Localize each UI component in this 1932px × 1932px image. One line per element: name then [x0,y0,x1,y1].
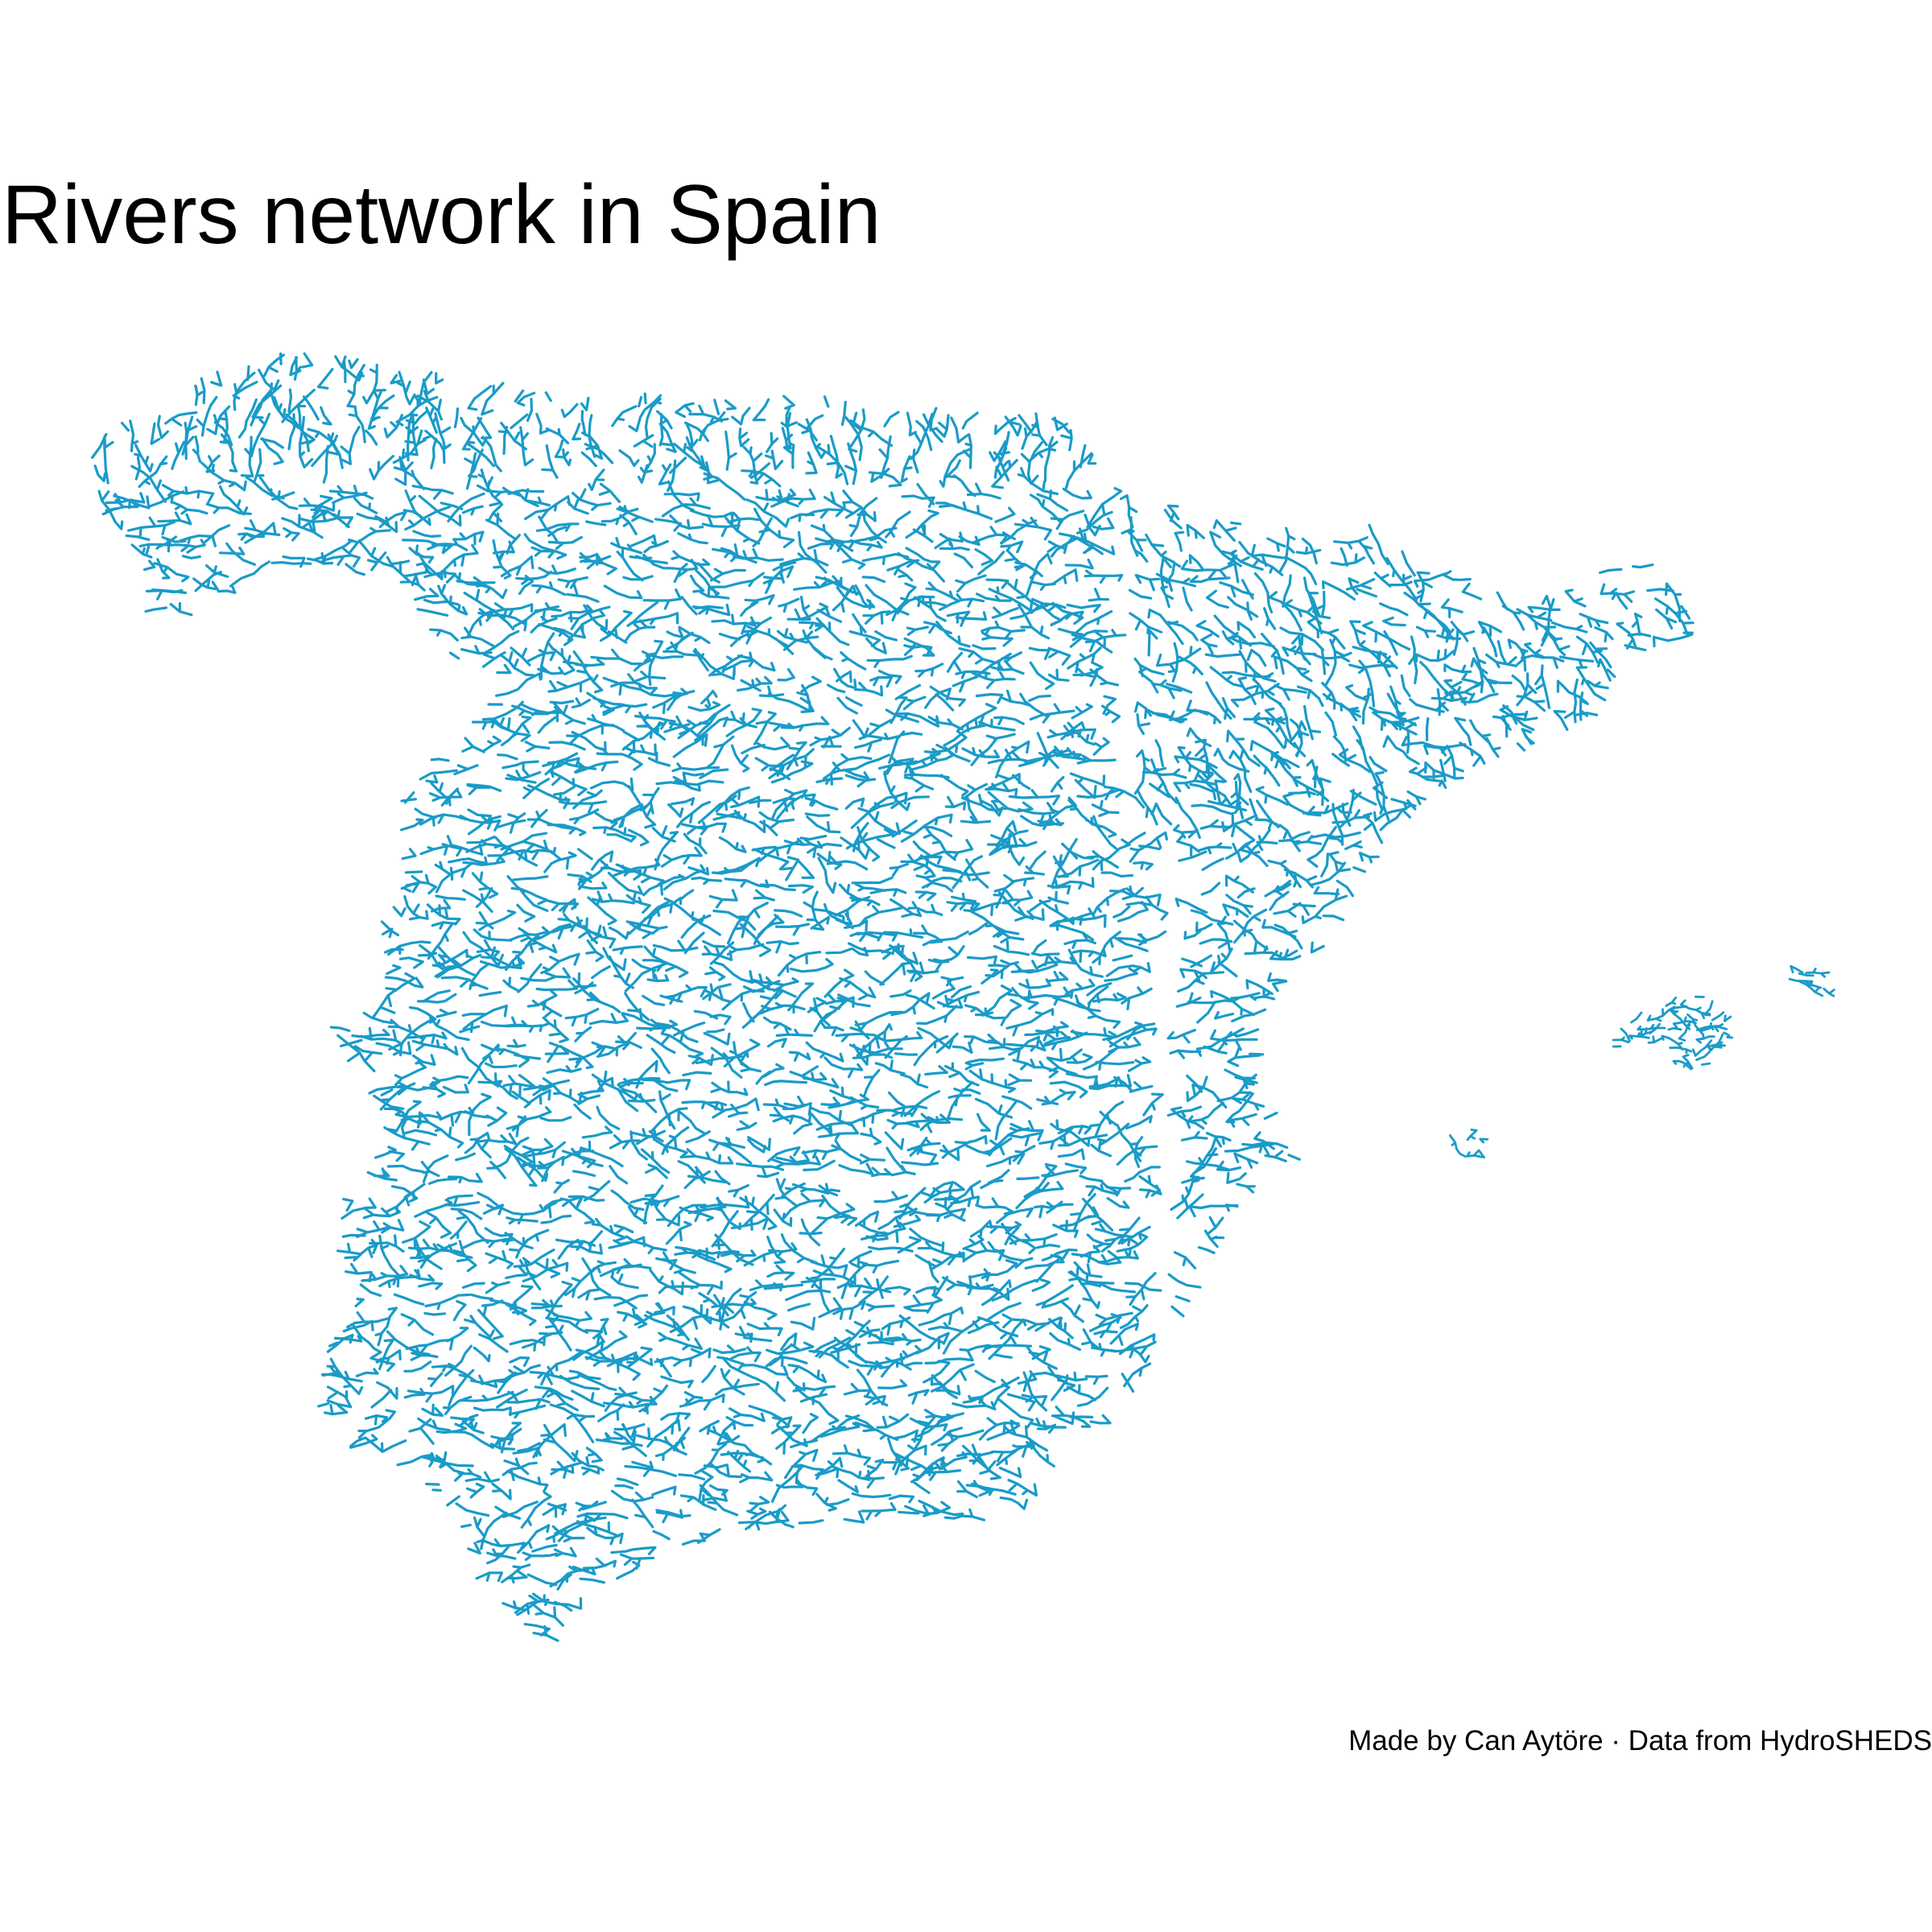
river-segments [91,352,1695,1642]
river-segments [1790,966,1836,996]
balearic-islands-river-network [1450,966,1836,1166]
river-segments [1612,995,1734,1071]
map-caption: Made by Can Aytöre · Data from HydroSHED… [1348,1725,1932,1757]
river-segments [1450,1129,1487,1165]
map-title: Rivers network in Spain [2,168,881,262]
mainland-river-network [91,352,1695,1642]
